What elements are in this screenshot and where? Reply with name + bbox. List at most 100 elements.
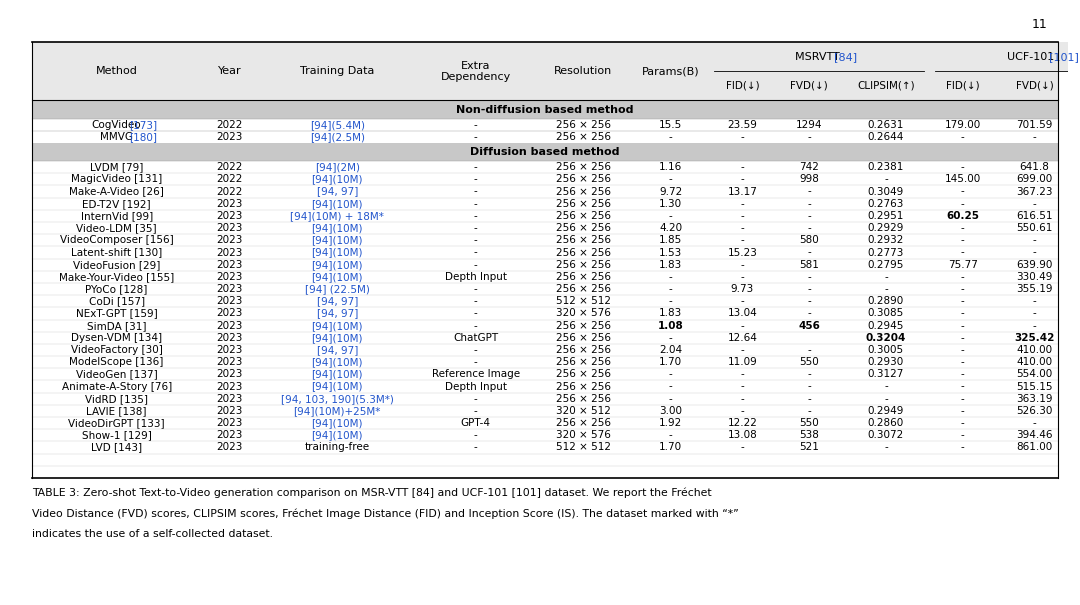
Text: 0.2763: 0.2763 [867, 199, 904, 209]
Text: 0.2945: 0.2945 [867, 321, 904, 330]
Text: 60.25: 60.25 [946, 211, 980, 221]
Text: 0.2381: 0.2381 [867, 162, 904, 172]
Text: 256 × 256: 256 × 256 [556, 247, 611, 258]
Text: 145.00: 145.00 [945, 174, 981, 185]
Text: 0.2860: 0.2860 [868, 418, 904, 428]
Text: -: - [669, 370, 673, 379]
Text: ED-T2V [192]: ED-T2V [192] [82, 199, 151, 209]
Text: -: - [669, 211, 673, 221]
Text: 616.51: 616.51 [1016, 211, 1053, 221]
Text: 2023: 2023 [216, 132, 243, 142]
Text: [94](10M): [94](10M) [311, 272, 363, 282]
Text: -: - [807, 309, 811, 318]
Text: -: - [885, 284, 888, 294]
Text: [94](10M): [94](10M) [311, 199, 363, 209]
Text: -: - [474, 247, 477, 258]
Text: 256 × 256: 256 × 256 [556, 223, 611, 233]
Text: -: - [807, 284, 811, 294]
Text: -: - [474, 284, 477, 294]
Text: 320 × 512: 320 × 512 [556, 406, 611, 416]
Text: [94](10M): [94](10M) [311, 174, 363, 185]
Text: 256 × 256: 256 × 256 [556, 284, 611, 294]
Text: 256 × 256: 256 × 256 [556, 394, 611, 404]
Text: -: - [669, 284, 673, 294]
Text: Dysen-VDM [134]: Dysen-VDM [134] [71, 333, 162, 343]
Text: -: - [807, 199, 811, 209]
Text: VideoComposer [156]: VideoComposer [156] [59, 235, 174, 245]
Text: -: - [961, 223, 964, 233]
Text: -: - [741, 345, 744, 355]
Text: -: - [961, 442, 964, 453]
Text: 0.3204: 0.3204 [866, 333, 906, 343]
Text: 75.77: 75.77 [948, 260, 977, 270]
Text: CLIPSIM(↑): CLIPSIM(↑) [858, 81, 915, 91]
Text: -: - [885, 394, 888, 404]
Text: 2023: 2023 [216, 370, 243, 379]
Text: 256 × 256: 256 × 256 [556, 272, 611, 282]
Bar [32, 143, 1057, 161]
Text: LAVIE [138]: LAVIE [138] [86, 406, 147, 416]
Text: Method: Method [96, 67, 137, 76]
Text: -: - [885, 272, 888, 282]
Text: VideoFusion [29]: VideoFusion [29] [73, 260, 160, 270]
Text: 2023: 2023 [216, 357, 243, 367]
Text: [94] (22.5M): [94] (22.5M) [305, 284, 369, 294]
Text: 2023: 2023 [216, 211, 243, 221]
Text: -: - [474, 345, 477, 355]
Text: 12.22: 12.22 [728, 418, 757, 428]
Text: MSRVTT: MSRVTT [795, 52, 843, 62]
Text: indicates the use of a self-collected dataset.: indicates the use of a self-collected da… [32, 529, 273, 540]
Text: 1.83: 1.83 [659, 309, 683, 318]
Text: -: - [741, 260, 744, 270]
Text: -: - [807, 186, 811, 197]
Text: Depth Input: Depth Input [445, 272, 507, 282]
Text: [94](10M): [94](10M) [311, 370, 363, 379]
Text: 550: 550 [799, 357, 819, 367]
Text: [173]: [173] [130, 120, 158, 129]
Text: -: - [961, 321, 964, 330]
Text: 0.3085: 0.3085 [868, 309, 904, 318]
Text: 1.08: 1.08 [658, 321, 684, 330]
Text: [94](10M): [94](10M) [311, 235, 363, 245]
Text: -: - [669, 296, 673, 306]
Text: TABLE 3: Zero-shot Text-to-Video generation comparison on MSR-VTT [84] and UCF-1: TABLE 3: Zero-shot Text-to-Video generat… [32, 487, 712, 497]
Text: [94, 97]: [94, 97] [316, 345, 357, 355]
Text: -: - [741, 370, 744, 379]
Text: 13.08: 13.08 [728, 430, 757, 440]
Text: Year: Year [218, 67, 241, 76]
Text: 2023: 2023 [216, 247, 243, 258]
Text: 13.17: 13.17 [728, 186, 757, 197]
Text: 256 × 256: 256 × 256 [556, 333, 611, 343]
Text: Depth Input: Depth Input [445, 382, 507, 391]
Text: -: - [961, 284, 964, 294]
Text: -: - [807, 296, 811, 306]
Text: -: - [669, 174, 673, 185]
Text: -: - [961, 199, 964, 209]
Text: Make-A-Video [26]: Make-A-Video [26] [69, 186, 164, 197]
Text: 4.20: 4.20 [659, 223, 683, 233]
Text: Reference Image: Reference Image [432, 370, 519, 379]
Text: 256 × 256: 256 × 256 [556, 370, 611, 379]
Text: VideoDirGPT [133]: VideoDirGPT [133] [68, 418, 165, 428]
Text: 0.2890: 0.2890 [868, 296, 904, 306]
Text: -: - [741, 272, 744, 282]
Text: [94](10M): [94](10M) [311, 247, 363, 258]
Text: Video-LDM [35]: Video-LDM [35] [77, 223, 157, 233]
Text: 256 × 256: 256 × 256 [556, 235, 611, 245]
Text: -: - [741, 199, 744, 209]
Text: 998: 998 [799, 174, 819, 185]
Text: [94](2M): [94](2M) [314, 162, 360, 172]
Text: -: - [741, 296, 744, 306]
Text: 0.3005: 0.3005 [868, 345, 904, 355]
Text: [94, 103, 190](5.3M*): [94, 103, 190](5.3M*) [281, 394, 393, 404]
Text: FVD(↓): FVD(↓) [791, 81, 828, 91]
Text: -: - [961, 247, 964, 258]
Text: 12.64: 12.64 [728, 333, 757, 343]
Text: 699.00: 699.00 [1016, 174, 1053, 185]
Text: -: - [741, 394, 744, 404]
Text: -: - [741, 442, 744, 453]
Text: 0.2951: 0.2951 [867, 211, 904, 221]
Text: LVDM [79]: LVDM [79] [90, 162, 144, 172]
Text: VideoGen [137]: VideoGen [137] [76, 370, 158, 379]
Text: Video-LDM [35]: Video-LDM [35] [77, 223, 157, 233]
